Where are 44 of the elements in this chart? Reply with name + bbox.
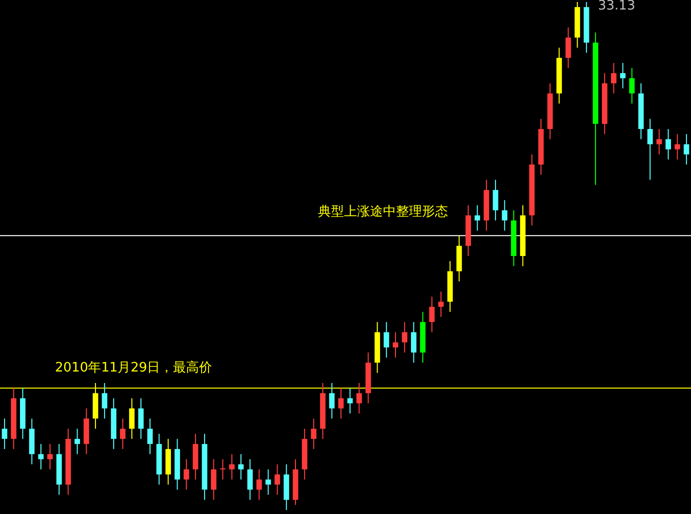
candlestick (610, 62, 616, 94)
candlestick (402, 322, 408, 354)
candlestick (47, 443, 53, 470)
candlestick (629, 68, 635, 104)
candlestick (429, 296, 435, 333)
candlestick (220, 458, 226, 480)
candlestick (274, 464, 280, 496)
annotation: 33.13 (598, 0, 636, 14)
candlestick (38, 443, 44, 470)
candlestick (184, 458, 190, 490)
annotation: 2010年11月29日，最高价 (55, 359, 212, 376)
candlestick (147, 418, 153, 455)
candlestick (256, 468, 262, 500)
candlestick (102, 382, 108, 420)
candlestick (566, 26, 571, 69)
candlestick (238, 454, 244, 480)
candlestick (310, 418, 316, 450)
candlestick (392, 332, 398, 358)
candlestick (656, 128, 662, 155)
candlestick (138, 398, 144, 440)
candlestick (2, 418, 8, 450)
candlestick (120, 418, 126, 450)
candlestick (356, 382, 362, 414)
candlestick (666, 128, 671, 160)
candlestick (74, 428, 80, 455)
candlestick (247, 458, 253, 500)
candlestick (210, 458, 216, 500)
candlestick (338, 388, 344, 420)
candlestick (347, 388, 353, 414)
candlestick (438, 291, 444, 318)
candlestick (492, 179, 498, 221)
candlestick (620, 62, 626, 89)
candlestick (384, 322, 390, 358)
candlestick (329, 382, 335, 420)
candlestick (647, 118, 653, 180)
candlestick (502, 200, 508, 232)
candlestick (410, 322, 416, 364)
annotation: 典型上涨途中整理形态 (318, 204, 448, 220)
candlestick (684, 134, 690, 166)
candlestick (229, 454, 235, 480)
candlestick (674, 134, 680, 160)
candlestick (474, 204, 480, 232)
candlestick (129, 398, 135, 440)
candlestick (265, 468, 271, 496)
